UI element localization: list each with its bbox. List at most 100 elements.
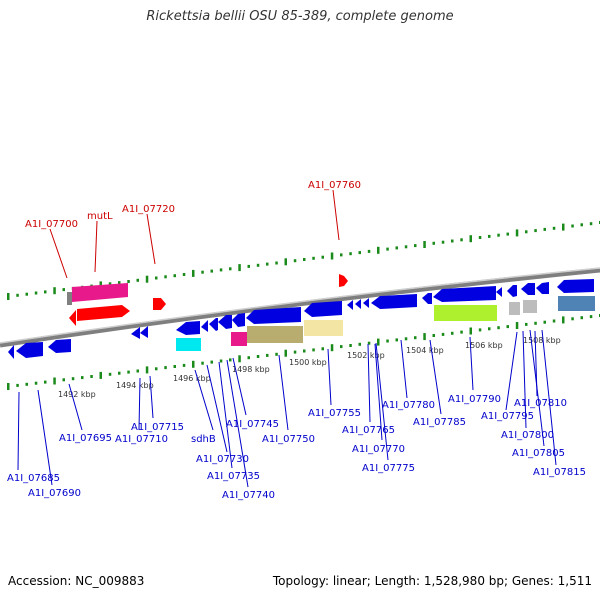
tick-mark xyxy=(256,263,260,267)
gene-label-bottom[interactable]: A1I_07685 xyxy=(7,473,60,484)
tick-mark xyxy=(25,292,28,296)
gene-A1I_07805[interactable] xyxy=(521,283,535,295)
gene-label-bottom[interactable]: A1I_07770 xyxy=(352,444,405,455)
tick-mark xyxy=(460,238,463,242)
tick-mark xyxy=(284,258,287,266)
gene-label-bottom[interactable]: A1I_07715 xyxy=(131,422,184,433)
gene-A1I_07695[interactable] xyxy=(48,339,71,353)
gene-label-top[interactable]: A1I_07720 xyxy=(122,204,175,215)
gene-A1I_07815[interactable] xyxy=(557,279,594,293)
tick-mark xyxy=(349,344,352,347)
tick-mark xyxy=(367,341,371,345)
tick-mark xyxy=(210,269,213,273)
gene-A1I_07715[interactable] xyxy=(140,326,148,338)
gene-label-bottom[interactable]: A1I_07810 xyxy=(514,398,567,409)
tick-mark xyxy=(358,251,361,255)
gene-label-top[interactable]: A1I_07700 xyxy=(25,219,78,230)
gene-label-bottom[interactable]: A1I_07755 xyxy=(308,408,361,419)
tick-mark xyxy=(219,268,223,272)
label-leader-line xyxy=(218,361,233,469)
tick-mark xyxy=(201,361,204,365)
gene-A1I_07765[interactable] xyxy=(355,299,361,309)
gene-label-top[interactable]: A1I_07760 xyxy=(308,180,361,191)
gene-label-bottom[interactable]: A1I_07710 xyxy=(115,434,168,445)
gene-sdhB-upper[interactable] xyxy=(176,321,200,335)
gene-arrow-reverse-A1I_07700[interactable] xyxy=(69,310,76,326)
gene-box-sdhB[interactable] xyxy=(176,338,201,351)
genome-backbone xyxy=(0,267,600,348)
gene-arrow-A1I_07760[interactable] xyxy=(339,274,348,287)
gene-A1I_07810[interactable] xyxy=(536,282,549,294)
gene-label-bottom[interactable]: A1I_07785 xyxy=(413,417,466,428)
gene-A1I_07800[interactable] xyxy=(507,285,517,297)
tick-mark xyxy=(34,381,38,385)
gene-A1I_07770[interactable] xyxy=(363,298,369,308)
gene-A1I_07735[interactable] xyxy=(218,315,232,329)
tick-mark xyxy=(506,232,509,236)
tick-mark xyxy=(53,287,56,295)
gene-A1I_07685[interactable] xyxy=(8,345,14,359)
tick-mark xyxy=(478,236,482,239)
gene-A1I_07755[interactable] xyxy=(347,300,353,310)
gene-label-bottom[interactable]: A1I_07795 xyxy=(481,411,534,422)
gene-A1I_07775[interactable] xyxy=(371,294,417,309)
label-leader-line xyxy=(429,339,442,415)
tick-mark xyxy=(441,240,445,244)
gene-A1I_07795[interactable] xyxy=(496,287,502,297)
gene-A1I_07750[interactable] xyxy=(304,301,342,317)
gene-box-A1I_07740[interactable] xyxy=(231,332,247,346)
gene-box-A1I_07800[interactable] xyxy=(509,302,520,315)
gene-A1I_07790[interactable] xyxy=(433,286,496,302)
tick-mark xyxy=(81,376,84,380)
gene-label-bottom[interactable]: A1I_07690 xyxy=(28,488,81,499)
gene-label-bottom[interactable]: A1I_07790 xyxy=(448,394,501,405)
axis-tick-label: 1496 kbp xyxy=(173,374,211,383)
gene-label-bottom[interactable]: A1I_07765 xyxy=(342,425,395,436)
gene-box-A1I_07815[interactable] xyxy=(558,296,595,311)
gene-label-bottom[interactable]: A1I_07815 xyxy=(533,467,586,478)
gene-label-bottom[interactable]: A1I_07800 xyxy=(501,430,554,441)
gene-label-bottom[interactable]: A1I_07780 xyxy=(382,400,435,411)
gene-label-top[interactable]: mutL xyxy=(87,211,113,222)
label-leader-line xyxy=(541,329,557,466)
gene-A1I_07690[interactable] xyxy=(16,342,43,358)
tick-mark xyxy=(321,347,324,351)
gene-label-bottom[interactable]: A1I_07805 xyxy=(512,448,565,459)
gene-label-bottom[interactable]: A1I_07735 xyxy=(207,471,260,482)
tick-mark xyxy=(118,281,121,285)
gene-arrow-A1I_07700[interactable] xyxy=(72,283,128,302)
tick-mark xyxy=(229,358,232,362)
gene-label-bottom[interactable]: A1I_07745 xyxy=(226,419,279,430)
gene-A1I_07745[interactable] xyxy=(246,307,301,324)
tick-mark xyxy=(238,355,241,363)
gene-box-A1I_07790[interactable] xyxy=(434,305,497,321)
gene-label-bottom[interactable]: A1I_07750 xyxy=(262,434,315,445)
tick-mark xyxy=(340,345,343,349)
gene-box-A1I_07750[interactable] xyxy=(304,320,343,336)
tick-mark xyxy=(164,366,167,370)
tick-mark xyxy=(155,276,158,280)
gene-box-A1I_07805[interactable] xyxy=(523,300,537,313)
gene-arrow-mutL[interactable] xyxy=(77,305,130,321)
gene-box-A1I_07700-upper[interactable] xyxy=(67,292,72,305)
gene-A1I_07740[interactable] xyxy=(232,313,245,327)
tick-mark xyxy=(543,320,546,324)
tick-mark xyxy=(34,291,38,295)
gene-label-bottom[interactable]: A1I_07775 xyxy=(362,463,415,474)
gene-label-bottom[interactable]: A1I_07695 xyxy=(59,433,112,444)
tick-mark xyxy=(330,252,334,260)
gene-box-A1I_07745[interactable] xyxy=(247,326,303,343)
gene-label-bottom[interactable]: sdhB xyxy=(191,434,216,445)
gene-small-1[interactable] xyxy=(201,320,208,332)
gene-label-bottom[interactable]: A1I_07740 xyxy=(222,490,275,501)
gene-label-bottom[interactable]: A1I_07730 xyxy=(196,454,249,465)
tick-mark xyxy=(182,273,186,276)
bottom-label-leaders xyxy=(17,329,557,488)
gene-A1I_07780[interactable] xyxy=(422,293,432,304)
upper-strand-features xyxy=(67,274,348,326)
gene-arrow-A1I_07720[interactable] xyxy=(153,298,166,310)
gene-A1I_07730[interactable] xyxy=(209,318,218,331)
gene-A1I_07710[interactable] xyxy=(131,327,140,339)
tick-mark xyxy=(145,366,149,374)
